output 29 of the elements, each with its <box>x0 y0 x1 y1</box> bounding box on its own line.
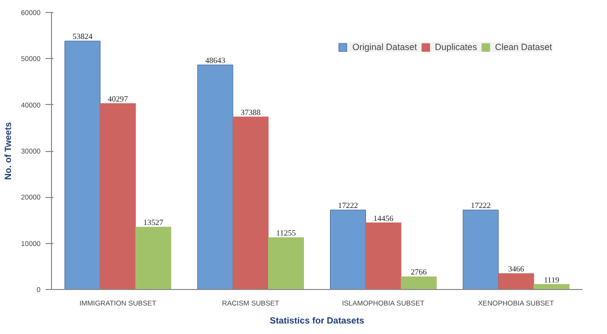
bar <box>64 40 100 290</box>
legend-label: Original Dataset <box>352 42 417 52</box>
data-label: 1119 <box>544 275 560 284</box>
bar <box>365 222 402 290</box>
data-label: 40297 <box>108 94 128 104</box>
bar <box>400 276 437 290</box>
x-axis-title: Statistics for Datasets <box>270 316 364 326</box>
bar <box>268 237 304 290</box>
bar <box>232 116 269 290</box>
data-label: 37388 <box>240 108 261 117</box>
data-label: 14456 <box>373 214 394 223</box>
bar <box>100 103 136 290</box>
data-label: 53824 <box>72 32 92 42</box>
bar <box>462 210 499 290</box>
data-label: 17222 <box>338 200 358 210</box>
bar <box>498 273 534 290</box>
bar <box>135 226 172 290</box>
bar <box>534 284 570 290</box>
data-label: 11255 <box>276 228 296 238</box>
legend-label: Clean Dataset <box>494 42 552 52</box>
data-label: 13527 <box>143 218 164 228</box>
bar <box>197 64 234 290</box>
legend-label: Duplicates <box>434 42 477 52</box>
data-label: 2766 <box>410 268 427 277</box>
y-axis-title: No. of Tweets <box>3 122 14 180</box>
data-label: 3466 <box>508 264 524 274</box>
data-label: 48643 <box>205 56 226 65</box>
bar <box>330 210 366 290</box>
data-label: 17222 <box>470 200 491 210</box>
